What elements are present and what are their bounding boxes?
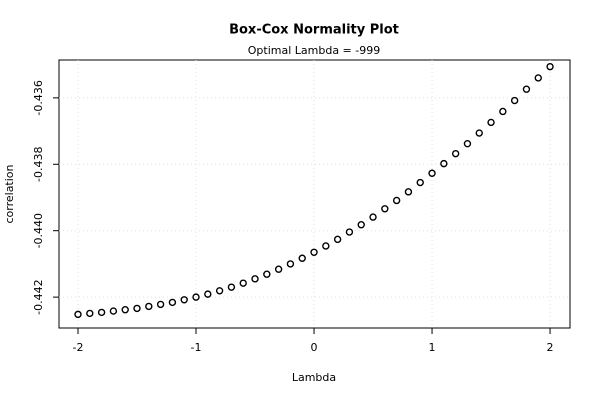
point [510, 96, 519, 105]
point [310, 248, 318, 256]
point [333, 235, 342, 244]
point [345, 228, 354, 236]
point [286, 260, 295, 268]
point [145, 302, 153, 311]
point [86, 309, 94, 318]
point [392, 196, 401, 205]
point [522, 85, 531, 93]
point [74, 310, 82, 319]
point [475, 129, 483, 137]
point [451, 149, 460, 158]
point [97, 308, 106, 317]
x-tick-label: 0 [311, 341, 318, 354]
x-tick-label: 1 [429, 341, 436, 354]
point [381, 205, 389, 213]
point [546, 62, 554, 71]
point [440, 159, 448, 168]
point [404, 188, 413, 196]
point [156, 300, 165, 309]
x-tick-label: -2 [73, 341, 84, 354]
point [369, 213, 377, 221]
point [263, 270, 271, 278]
point [499, 107, 507, 116]
point [121, 306, 129, 314]
y-tick-label: -0.442 [32, 279, 45, 314]
y-axis-label: correlation [3, 164, 16, 223]
y-tick-label: -0.440 [32, 213, 45, 248]
point [133, 304, 141, 313]
point [192, 293, 200, 301]
point [322, 242, 330, 250]
point [357, 221, 365, 229]
y-tick-label: -0.438 [32, 147, 45, 182]
y-tick-label: -0.436 [32, 80, 45, 115]
point [298, 254, 306, 262]
x-axis-label: Lambda [292, 371, 336, 384]
point [180, 296, 188, 304]
chart-title: Box-Cox Normality Plot [229, 23, 399, 38]
point [215, 287, 224, 295]
point [534, 74, 542, 82]
point [168, 298, 177, 307]
point [227, 283, 236, 291]
point [204, 290, 212, 298]
point [416, 178, 424, 187]
point [109, 307, 118, 315]
point [274, 265, 283, 273]
point [251, 275, 259, 283]
x-tick-label: -1 [191, 341, 202, 354]
x-tick-label: 2 [547, 341, 554, 354]
point [487, 118, 495, 127]
chart-subtitle: Optimal Lambda = -999 [248, 44, 380, 57]
point [463, 139, 472, 148]
point [428, 169, 436, 177]
point [239, 279, 247, 287]
